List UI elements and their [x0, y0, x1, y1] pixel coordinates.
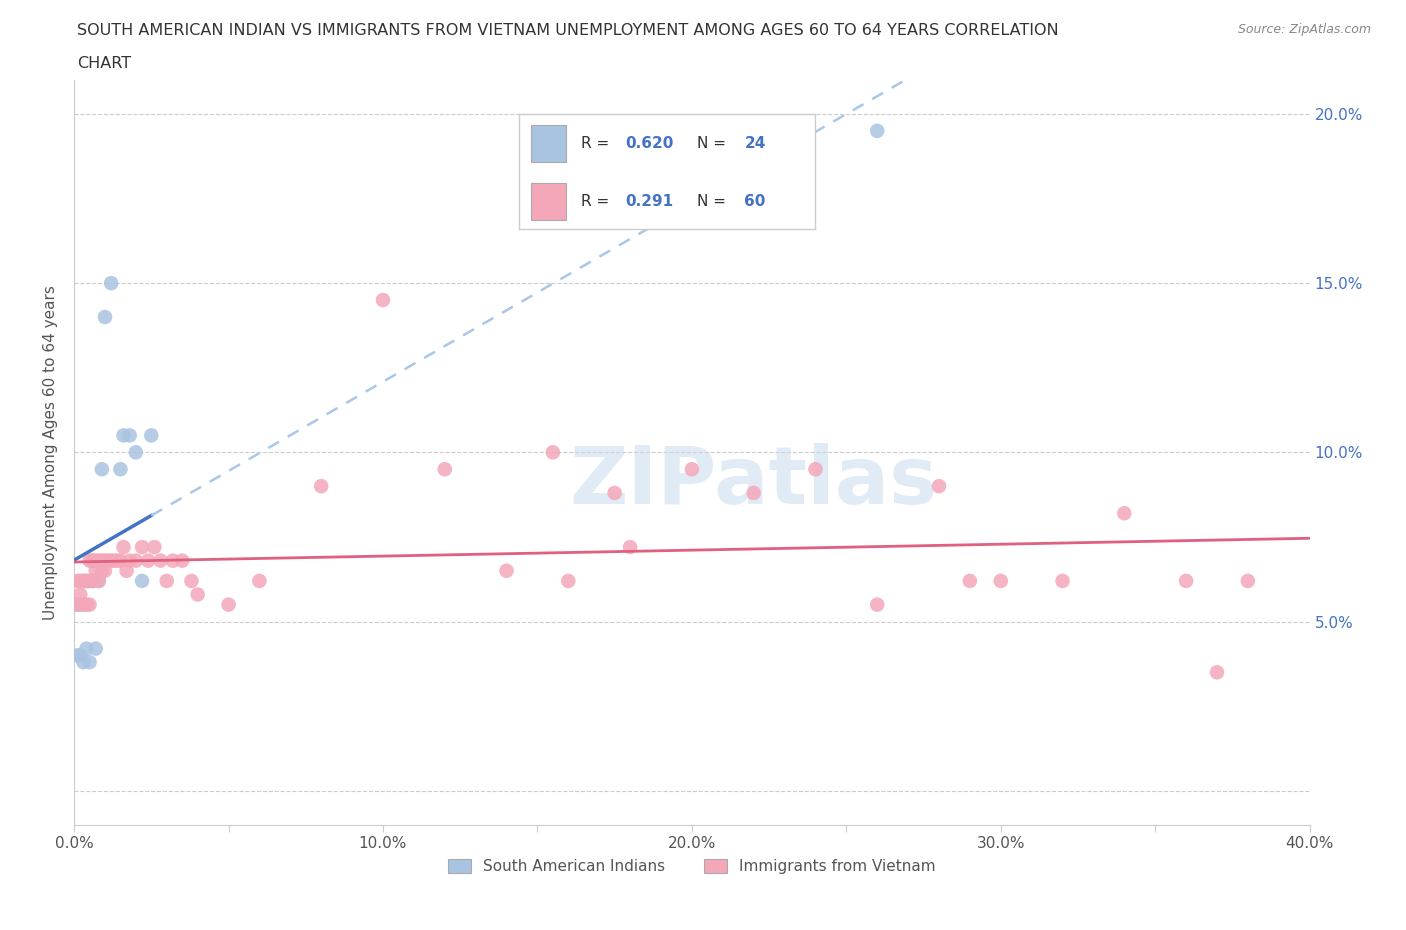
Point	[87, 553, 110, 568]
Point	[681, 462, 703, 477]
Point	[162, 553, 184, 568]
Point	[115, 564, 138, 578]
Point	[118, 428, 141, 443]
Point	[105, 553, 128, 568]
Point	[110, 553, 132, 568]
Point	[79, 553, 101, 568]
Point	[79, 597, 101, 612]
Point	[249, 574, 271, 589]
Point	[603, 485, 626, 500]
Point	[69, 587, 91, 602]
Point	[90, 564, 112, 578]
Point	[557, 574, 579, 589]
Point	[82, 574, 104, 589]
Point	[90, 553, 112, 568]
Point	[112, 539, 135, 554]
Point	[97, 553, 120, 568]
Point	[959, 574, 981, 589]
Point	[131, 539, 153, 554]
Point	[90, 462, 112, 477]
Y-axis label: Unemployment Among Ages 60 to 64 years: Unemployment Among Ages 60 to 64 years	[44, 285, 58, 619]
Point	[75, 574, 97, 589]
Point	[66, 574, 89, 589]
Point	[804, 462, 827, 477]
Point	[180, 574, 202, 589]
Point	[84, 553, 107, 568]
Point	[82, 553, 104, 568]
Point	[1052, 574, 1074, 589]
Point	[172, 553, 194, 568]
Point	[82, 574, 104, 589]
Point	[94, 553, 117, 568]
Point	[87, 574, 110, 589]
Point	[125, 553, 148, 568]
Point	[75, 574, 97, 589]
Point	[103, 553, 125, 568]
Point	[187, 587, 209, 602]
Point	[100, 275, 122, 290]
Point	[79, 574, 101, 589]
Point	[84, 641, 107, 656]
Point	[72, 574, 94, 589]
Point	[84, 564, 107, 578]
Point	[66, 597, 89, 612]
Point	[495, 564, 517, 578]
Point	[110, 462, 132, 477]
Point	[69, 597, 91, 612]
Point	[112, 428, 135, 443]
Point	[72, 574, 94, 589]
Point	[218, 597, 240, 612]
Point	[118, 553, 141, 568]
Point	[131, 574, 153, 589]
Point	[94, 564, 117, 578]
Point	[371, 293, 394, 308]
Point	[309, 479, 332, 494]
Point	[69, 648, 91, 663]
Legend: South American Indians, Immigrants from Vietnam: South American Indians, Immigrants from …	[441, 853, 942, 880]
Point	[1206, 665, 1229, 680]
Point	[69, 574, 91, 589]
Point	[66, 648, 89, 663]
Text: Source: ZipAtlas.com: Source: ZipAtlas.com	[1237, 23, 1371, 36]
Point	[75, 597, 97, 612]
Point	[1237, 574, 1260, 589]
Text: CHART: CHART	[77, 56, 131, 71]
Point	[990, 574, 1012, 589]
Point	[87, 574, 110, 589]
Point	[72, 655, 94, 670]
Point	[433, 462, 456, 477]
Point	[143, 539, 166, 554]
Point	[72, 597, 94, 612]
Point	[136, 553, 159, 568]
Text: SOUTH AMERICAN INDIAN VS IMMIGRANTS FROM VIETNAM UNEMPLOYMENT AMONG AGES 60 TO 6: SOUTH AMERICAN INDIAN VS IMMIGRANTS FROM…	[77, 23, 1059, 38]
Point	[866, 124, 889, 139]
Point	[149, 553, 172, 568]
Text: ZIPatlas: ZIPatlas	[569, 443, 938, 521]
Point	[742, 485, 765, 500]
Point	[928, 479, 950, 494]
Point	[156, 574, 179, 589]
Point	[866, 597, 889, 612]
Point	[82, 553, 104, 568]
Point	[1175, 574, 1198, 589]
Point	[100, 553, 122, 568]
Point	[1114, 506, 1136, 521]
Point	[141, 428, 163, 443]
Point	[75, 641, 97, 656]
Point	[541, 445, 564, 459]
Point	[66, 597, 89, 612]
Point	[94, 310, 117, 325]
Point	[125, 445, 148, 459]
Point	[619, 539, 641, 554]
Point	[79, 655, 101, 670]
